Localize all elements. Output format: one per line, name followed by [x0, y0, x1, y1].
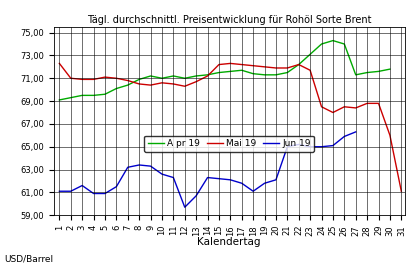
Jun 19: [182, 206, 187, 209]
Mai 19: [308, 69, 313, 72]
A pr 19: [182, 77, 187, 80]
Mai 19: [194, 80, 199, 83]
Mai 19: [330, 111, 335, 114]
Mai 19: [137, 82, 142, 86]
A pr 19: [330, 39, 335, 42]
Mai 19: [91, 78, 96, 81]
Mai 19: [251, 64, 256, 67]
Title: Tägl. durchschnittl. Preisentwicklung für Rohöl Sorte Brent: Tägl. durchschnittl. Preisentwicklung fü…: [87, 15, 371, 25]
Mai 19: [273, 66, 278, 70]
Jun 19: [296, 143, 301, 146]
A pr 19: [102, 93, 107, 96]
Mai 19: [365, 102, 370, 105]
A pr 19: [80, 94, 85, 97]
A pr 19: [308, 53, 313, 56]
Text: USD/Barrel: USD/Barrel: [4, 255, 53, 264]
A pr 19: [342, 43, 347, 46]
A pr 19: [159, 77, 164, 80]
Jun 19: [239, 182, 244, 185]
Jun 19: [216, 177, 221, 180]
A pr 19: [365, 71, 370, 74]
X-axis label: Kalendertag: Kalendertag: [197, 237, 261, 247]
Line: Jun 19: Jun 19: [59, 132, 356, 207]
A pr 19: [205, 73, 210, 76]
Jun 19: [68, 190, 73, 193]
Mai 19: [125, 79, 130, 82]
Legend: A pr 19, Mai 19, Jun 19: A pr 19, Mai 19, Jun 19: [144, 136, 314, 152]
Mai 19: [216, 63, 221, 66]
Jun 19: [57, 190, 62, 193]
Jun 19: [353, 130, 358, 133]
Mai 19: [262, 65, 267, 68]
A pr 19: [125, 83, 130, 87]
Jun 19: [194, 194, 199, 197]
Jun 19: [102, 192, 107, 195]
Jun 19: [228, 178, 233, 181]
Mai 19: [57, 62, 62, 65]
A pr 19: [319, 43, 324, 46]
Jun 19: [251, 190, 256, 193]
A pr 19: [68, 96, 73, 99]
Mai 19: [80, 78, 85, 81]
Mai 19: [102, 76, 107, 79]
Jun 19: [262, 182, 267, 185]
A pr 19: [137, 78, 142, 81]
Mai 19: [114, 77, 119, 80]
Jun 19: [330, 144, 335, 147]
Mai 19: [353, 106, 358, 109]
Jun 19: [171, 176, 176, 179]
A pr 19: [353, 73, 358, 76]
Mai 19: [159, 81, 164, 84]
A pr 19: [194, 74, 199, 77]
Jun 19: [91, 192, 96, 195]
Jun 19: [148, 165, 153, 168]
A pr 19: [262, 73, 267, 76]
A pr 19: [216, 71, 221, 74]
A pr 19: [228, 70, 233, 73]
A pr 19: [114, 87, 119, 90]
Mai 19: [239, 63, 244, 66]
Jun 19: [273, 178, 278, 181]
A pr 19: [376, 70, 381, 73]
Mai 19: [342, 105, 347, 108]
Line: Mai 19: Mai 19: [59, 63, 401, 191]
A pr 19: [57, 98, 62, 102]
Mai 19: [148, 83, 153, 87]
Jun 19: [308, 145, 313, 148]
Jun 19: [80, 184, 85, 187]
Mai 19: [205, 74, 210, 77]
A pr 19: [171, 74, 176, 77]
A pr 19: [148, 74, 153, 77]
Jun 19: [159, 172, 164, 176]
Jun 19: [342, 135, 347, 138]
A pr 19: [296, 63, 301, 66]
Mai 19: [182, 85, 187, 88]
Jun 19: [205, 176, 210, 179]
Mai 19: [228, 62, 233, 65]
A pr 19: [387, 68, 392, 71]
Jun 19: [319, 145, 324, 148]
A pr 19: [91, 94, 96, 97]
Mai 19: [296, 63, 301, 66]
Mai 19: [319, 105, 324, 108]
Jun 19: [285, 145, 290, 148]
Jun 19: [114, 185, 119, 188]
Jun 19: [137, 163, 142, 167]
Mai 19: [285, 66, 290, 70]
Mai 19: [399, 190, 404, 193]
Mai 19: [68, 77, 73, 80]
A pr 19: [251, 72, 256, 75]
Line: A pr 19: A pr 19: [59, 41, 390, 100]
A pr 19: [285, 71, 290, 74]
Mai 19: [376, 102, 381, 105]
Jun 19: [125, 166, 130, 169]
A pr 19: [239, 69, 244, 72]
Mai 19: [387, 134, 392, 137]
A pr 19: [273, 73, 278, 76]
Mai 19: [171, 82, 176, 86]
